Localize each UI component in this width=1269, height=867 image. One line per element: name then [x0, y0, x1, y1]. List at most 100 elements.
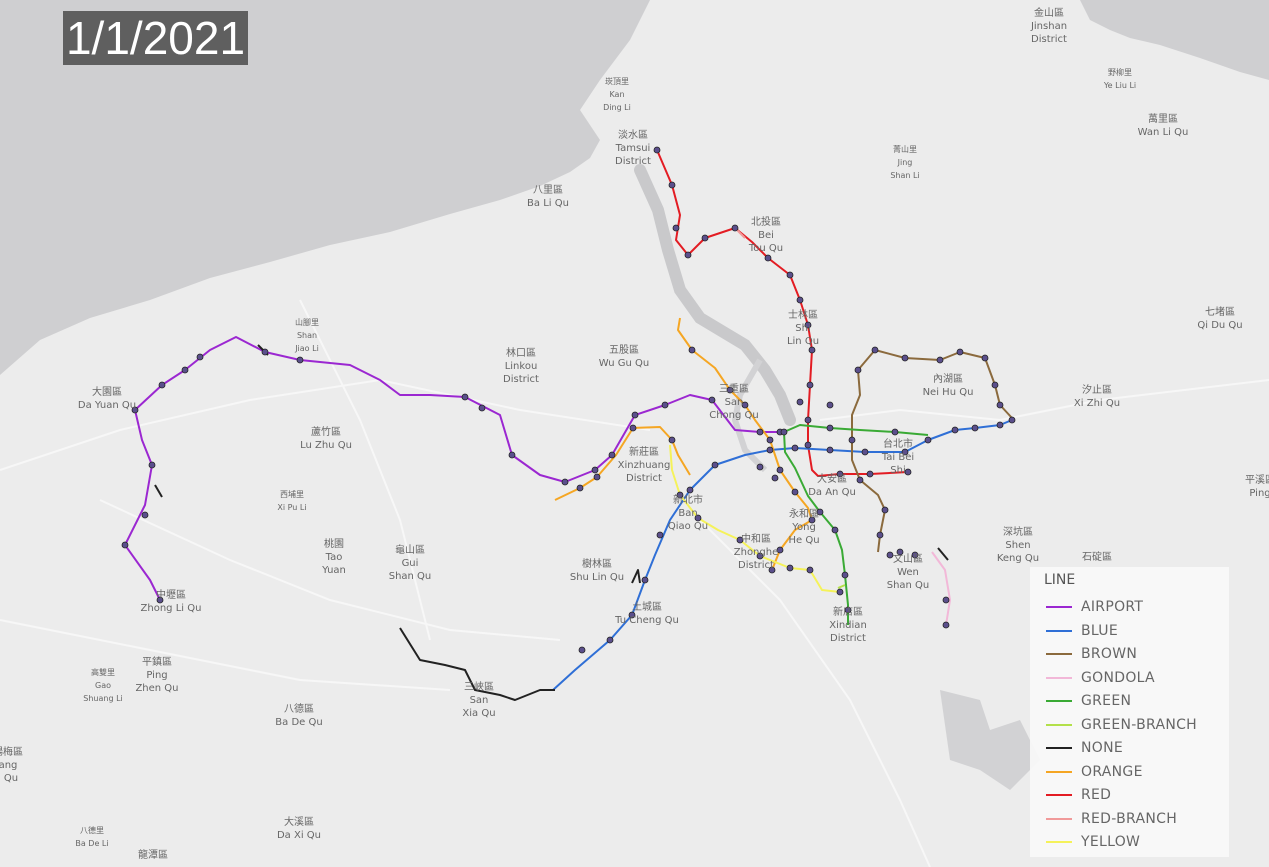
station-marker[interactable]: [711, 461, 719, 469]
station-marker[interactable]: [694, 514, 702, 522]
station-marker[interactable]: [806, 566, 814, 574]
station-marker[interactable]: [131, 406, 139, 414]
station-marker[interactable]: [764, 254, 772, 262]
station-marker[interactable]: [836, 588, 844, 596]
station-marker[interactable]: [668, 181, 676, 189]
station-marker[interactable]: [756, 463, 764, 471]
station-marker[interactable]: [661, 401, 669, 409]
station-marker[interactable]: [121, 541, 129, 549]
station-marker[interactable]: [148, 461, 156, 469]
station-marker[interactable]: [826, 401, 834, 409]
station-marker[interactable]: [881, 506, 889, 514]
station-marker[interactable]: [891, 428, 899, 436]
station-marker[interactable]: [776, 546, 784, 554]
station-marker[interactable]: [708, 396, 716, 404]
station-marker[interactable]: [296, 356, 304, 364]
station-marker[interactable]: [181, 366, 189, 374]
station-marker[interactable]: [808, 516, 816, 524]
station-marker[interactable]: [461, 393, 469, 401]
station-marker[interactable]: [606, 636, 614, 644]
station-marker[interactable]: [608, 451, 616, 459]
station-marker[interactable]: [766, 446, 774, 454]
station-marker[interactable]: [942, 596, 950, 604]
station-marker[interactable]: [791, 488, 799, 496]
station-marker[interactable]: [911, 551, 919, 559]
station-marker[interactable]: [578, 646, 586, 654]
station-marker[interactable]: [831, 526, 839, 534]
station-marker[interactable]: [996, 401, 1004, 409]
station-marker[interactable]: [731, 224, 739, 232]
station-marker[interactable]: [726, 386, 734, 394]
station-marker[interactable]: [951, 426, 959, 434]
station-marker[interactable]: [736, 536, 744, 544]
legend-item-green-branch[interactable]: GREEN-BRANCH: [1046, 715, 1226, 735]
station-marker[interactable]: [158, 381, 166, 389]
station-marker[interactable]: [756, 428, 764, 436]
station-marker[interactable]: [741, 401, 749, 409]
station-marker[interactable]: [593, 473, 601, 481]
station-marker[interactable]: [591, 466, 599, 474]
station-marker[interactable]: [196, 353, 204, 361]
legend-item-green[interactable]: GREEN: [1046, 691, 1226, 711]
station-marker[interactable]: [804, 441, 812, 449]
station-marker[interactable]: [826, 446, 834, 454]
station-marker[interactable]: [656, 531, 664, 539]
station-marker[interactable]: [804, 416, 812, 424]
station-marker[interactable]: [854, 366, 862, 374]
station-marker[interactable]: [901, 448, 909, 456]
station-marker[interactable]: [996, 421, 1004, 429]
station-marker[interactable]: [848, 436, 856, 444]
station-marker[interactable]: [641, 576, 649, 584]
station-marker[interactable]: [653, 146, 661, 154]
station-marker[interactable]: [771, 474, 779, 482]
legend-item-yellow[interactable]: YELLOW: [1046, 832, 1226, 852]
station-marker[interactable]: [628, 611, 636, 619]
station-marker[interactable]: [971, 424, 979, 432]
station-marker[interactable]: [804, 321, 812, 329]
station-marker[interactable]: [876, 531, 884, 539]
station-marker[interactable]: [981, 354, 989, 362]
station-marker[interactable]: [901, 354, 909, 362]
station-marker[interactable]: [684, 251, 692, 259]
station-marker[interactable]: [896, 548, 904, 556]
station-marker[interactable]: [672, 224, 680, 232]
station-marker[interactable]: [856, 476, 864, 484]
station-marker[interactable]: [816, 508, 824, 516]
legend-item-brown[interactable]: BROWN: [1046, 644, 1226, 664]
legend-item-red[interactable]: RED: [1046, 785, 1226, 805]
station-marker[interactable]: [776, 466, 784, 474]
station-marker[interactable]: [561, 478, 569, 486]
station-marker[interactable]: [826, 424, 834, 432]
station-marker[interactable]: [261, 348, 269, 356]
station-marker[interactable]: [478, 404, 486, 412]
station-marker[interactable]: [688, 346, 696, 354]
station-marker[interactable]: [576, 484, 584, 492]
station-marker[interactable]: [861, 448, 869, 456]
station-marker[interactable]: [791, 444, 799, 452]
station-marker[interactable]: [836, 470, 844, 478]
station-marker[interactable]: [786, 564, 794, 572]
station-marker[interactable]: [886, 551, 894, 559]
station-marker[interactable]: [796, 398, 804, 406]
station-marker[interactable]: [806, 381, 814, 389]
station-marker[interactable]: [156, 596, 164, 604]
legend-item-blue[interactable]: BLUE: [1046, 621, 1226, 641]
station-marker[interactable]: [141, 511, 149, 519]
legend-item-gondola[interactable]: GONDOLA: [1046, 668, 1226, 688]
legend-item-none[interactable]: NONE: [1046, 738, 1226, 758]
legend-item-orange[interactable]: ORANGE: [1046, 762, 1226, 782]
station-marker[interactable]: [686, 486, 694, 494]
legend-item-red-branch[interactable]: RED-BRANCH: [1046, 809, 1226, 829]
station-marker[interactable]: [756, 552, 764, 560]
station-marker[interactable]: [508, 451, 516, 459]
station-marker[interactable]: [676, 491, 684, 499]
station-marker[interactable]: [991, 381, 999, 389]
station-marker[interactable]: [701, 234, 709, 242]
legend-item-airport[interactable]: AIRPORT: [1046, 597, 1226, 617]
station-marker[interactable]: [924, 436, 932, 444]
station-marker[interactable]: [768, 566, 776, 574]
station-marker[interactable]: [936, 356, 944, 364]
station-marker[interactable]: [808, 346, 816, 354]
station-marker[interactable]: [629, 424, 637, 432]
